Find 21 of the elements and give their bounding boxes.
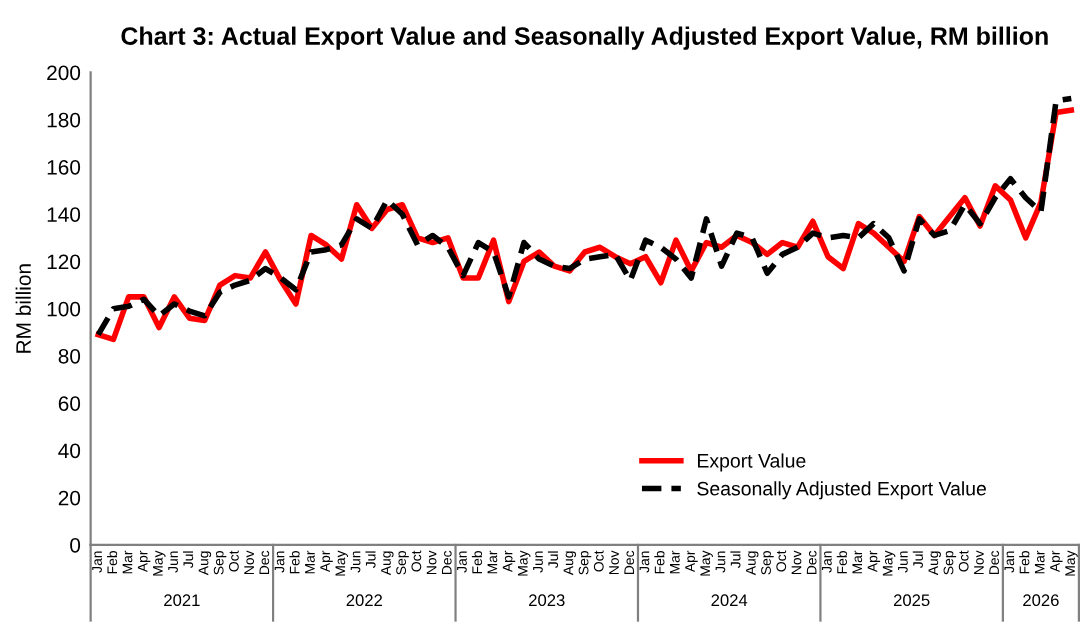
- legend-label: Seasonally Adjusted Export Value: [697, 481, 986, 500]
- y-tick-label: 40: [58, 443, 81, 459]
- y-tick-label: 100: [47, 301, 81, 317]
- y-tick-label: 80: [58, 348, 81, 364]
- text: 2026: [1023, 594, 1059, 607]
- text: 2021: [164, 594, 200, 607]
- text: 2024: [711, 594, 748, 607]
- y-tick-label: 200: [47, 65, 81, 81]
- y-axis-title: RM billion: [15, 264, 31, 353]
- y-tick-label: 20: [58, 490, 81, 506]
- text: 2023: [529, 594, 565, 607]
- text: 2022: [346, 594, 383, 607]
- chart-title: Chart 3: Actual Export Value and Seasonally Adjusted Export Value, RM billion: [121, 26, 1048, 50]
- y-tick-label: 140: [47, 207, 81, 222]
- y-tick-label: 120: [47, 254, 81, 270]
- legend-label: Export Value: [698, 453, 806, 472]
- y-tick-label: 60: [58, 396, 81, 411]
- y-tick-label: 160: [47, 159, 81, 175]
- y-tick-label: 180: [47, 112, 81, 128]
- text: 2025: [893, 594, 930, 607]
- y-tick-label: 0: [70, 537, 81, 553]
